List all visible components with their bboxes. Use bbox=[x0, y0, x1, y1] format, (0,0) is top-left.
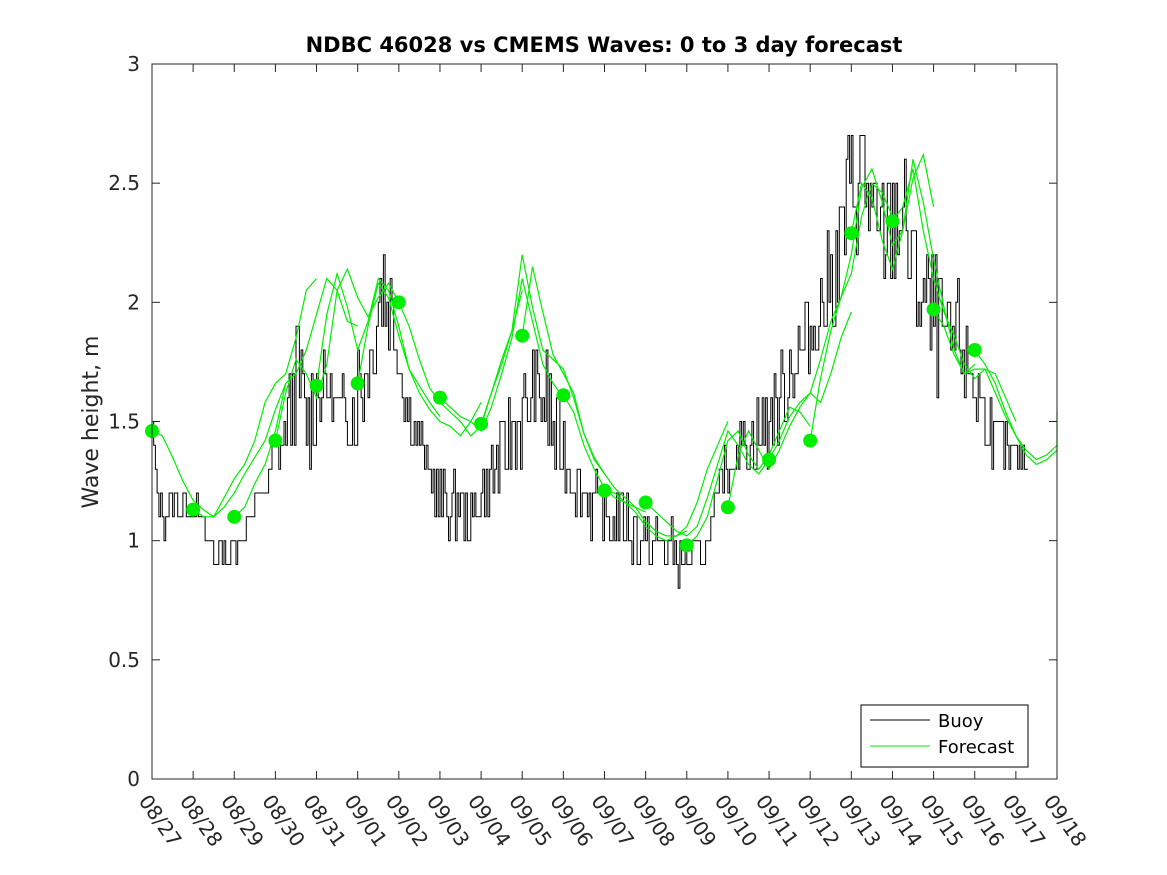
forecast-line bbox=[192, 278, 317, 518]
forecast-line bbox=[686, 406, 811, 546]
forecast-line bbox=[439, 278, 564, 433]
forecast-start-marker bbox=[350, 376, 365, 391]
forecast-series bbox=[151, 152, 1058, 546]
chart-title: NDBC 46028 vs CMEMS Waves: 0 to 3 day fo… bbox=[306, 33, 903, 57]
forecast-start-marker bbox=[432, 390, 447, 405]
forecast-line bbox=[398, 290, 523, 437]
forecast-start-marker bbox=[556, 388, 571, 403]
forecast-line bbox=[933, 309, 1058, 461]
forecast-start-marker bbox=[309, 378, 324, 393]
forecast-start-marker bbox=[268, 433, 283, 448]
forecast-start-marker bbox=[844, 226, 859, 241]
forecast-line bbox=[604, 421, 729, 537]
forecast-start-marker bbox=[391, 295, 406, 310]
legend-buoy-label: Buoy bbox=[938, 711, 984, 732]
forecast-start-marker bbox=[803, 433, 818, 448]
forecast-line bbox=[809, 152, 935, 441]
forecast-line bbox=[357, 281, 482, 437]
forecast-line bbox=[315, 271, 441, 418]
forecast-start-marker bbox=[926, 302, 941, 317]
y-axis: 0 0.5 1 1.5 2 2.5 3 bbox=[108, 52, 1057, 791]
forecast-line bbox=[274, 267, 400, 441]
forecast-line bbox=[727, 311, 852, 508]
y-tick-label: 1.5 bbox=[108, 410, 140, 434]
forecast-line bbox=[892, 168, 1017, 422]
forecast-start-marker bbox=[679, 538, 694, 553]
forecast-start-marker bbox=[474, 416, 489, 431]
forecast-line bbox=[768, 182, 894, 460]
legend: Buoy Forecast bbox=[860, 704, 1029, 768]
forecast-start-marker bbox=[186, 502, 201, 517]
forecast-start-marker bbox=[638, 495, 653, 510]
y-tick-label: 0.5 bbox=[108, 648, 140, 672]
forecast-line bbox=[645, 429, 770, 537]
buoy-series bbox=[152, 135, 1028, 589]
forecast-start-marker bbox=[597, 483, 612, 498]
forecast-start-marker bbox=[515, 328, 530, 343]
y-tick-label: 2 bbox=[127, 290, 140, 314]
forecast-start-marker bbox=[967, 343, 982, 357]
forecast-start-marker bbox=[227, 509, 242, 524]
forecast-line bbox=[151, 383, 287, 518]
legend-box bbox=[860, 704, 1029, 768]
y-tick-label: 0 bbox=[127, 767, 140, 791]
y-tick-label: 3 bbox=[127, 52, 140, 76]
buoy-line bbox=[152, 135, 1028, 589]
forecast-start-marker bbox=[885, 214, 900, 229]
y-tick-label: 2.5 bbox=[108, 171, 140, 195]
y-tick-label: 1 bbox=[127, 529, 140, 553]
legend-forecast-label: Forecast bbox=[938, 737, 1014, 758]
y-axis-label: Wave height, m bbox=[79, 336, 104, 509]
plot-area bbox=[145, 135, 1058, 589]
forecast-start-marker bbox=[720, 500, 735, 515]
forecast-line bbox=[521, 266, 646, 513]
forecast-start-markers bbox=[145, 214, 982, 553]
forecast-line bbox=[850, 159, 976, 375]
forecast-start-marker bbox=[762, 452, 777, 467]
